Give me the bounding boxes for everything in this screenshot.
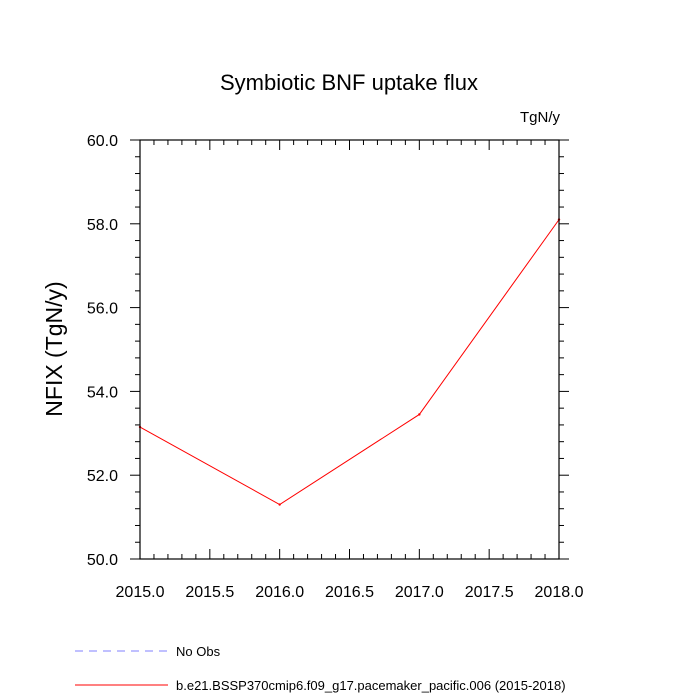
x-tick-label: 2018.0 xyxy=(535,584,584,601)
units-label: TgN/y xyxy=(520,109,561,126)
y-axis-label: NFIX (TgN/y) xyxy=(41,281,67,416)
legend-label-no-obs: No Obs xyxy=(176,644,221,659)
y-tick-label: 54.0 xyxy=(87,384,118,401)
x-tick-label: 2017.5 xyxy=(465,584,514,601)
x-tick-label: 2017.0 xyxy=(395,584,444,601)
ticks-layer: 2015.0 2015.5 2016.0 2016.5 2017.0 2017.5 2018… xyxy=(87,133,584,601)
y-tick-label: 50.0 xyxy=(87,552,118,569)
legend-label-series: b.e21.BSSP370cmip6.f09_g17.pacemaker_pac… xyxy=(176,678,566,693)
x-tick-label: 2015.5 xyxy=(185,584,234,601)
x-tick-label: 2016.0 xyxy=(255,584,304,601)
data-point xyxy=(278,503,281,506)
legend: No Obs b.e21.BSSP370cmip6.f09_g17.pacema… xyxy=(75,644,566,693)
x-tick-label: 2016.5 xyxy=(325,584,374,601)
data-point xyxy=(418,413,421,416)
y-tick-label: 56.0 xyxy=(87,301,118,318)
series-layer xyxy=(138,218,561,506)
x-tick-label: 2015.0 xyxy=(116,584,165,601)
plot-frame xyxy=(139,139,560,560)
series-line xyxy=(139,219,560,506)
y-tick-label: 52.0 xyxy=(87,468,118,485)
chart-title: Symbiotic BNF uptake flux xyxy=(220,70,478,95)
y-tick-label: 58.0 xyxy=(87,217,118,234)
y-tick-label: 60.0 xyxy=(87,133,118,150)
